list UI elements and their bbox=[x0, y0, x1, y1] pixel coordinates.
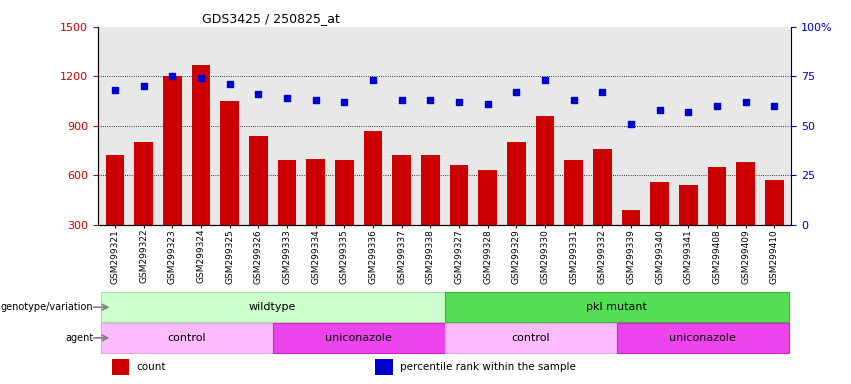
Bar bbox=[507, 142, 526, 274]
Text: uniconazole: uniconazole bbox=[325, 333, 392, 343]
Bar bbox=[163, 76, 182, 274]
Bar bbox=[444, 293, 789, 322]
Point bbox=[768, 103, 781, 109]
Point bbox=[596, 89, 609, 95]
Bar bbox=[191, 65, 210, 274]
Bar bbox=[621, 210, 640, 274]
Bar bbox=[736, 162, 755, 274]
Bar bbox=[375, 359, 392, 375]
Point bbox=[710, 103, 723, 109]
Bar bbox=[106, 156, 124, 274]
Bar bbox=[478, 170, 497, 274]
Bar bbox=[449, 166, 468, 274]
Text: uniconazole: uniconazole bbox=[669, 333, 736, 343]
Text: pkl mutant: pkl mutant bbox=[586, 302, 647, 312]
Point bbox=[194, 75, 208, 81]
Point bbox=[624, 121, 637, 127]
Text: control: control bbox=[168, 333, 206, 343]
Bar bbox=[535, 116, 554, 274]
Bar bbox=[593, 149, 612, 274]
Point bbox=[108, 87, 122, 93]
Text: control: control bbox=[511, 333, 550, 343]
Point bbox=[223, 81, 237, 87]
Text: genotype/variation: genotype/variation bbox=[1, 302, 94, 312]
Bar bbox=[277, 161, 296, 274]
Bar bbox=[100, 293, 444, 322]
Point bbox=[739, 99, 752, 105]
Point bbox=[309, 97, 323, 103]
Bar bbox=[392, 156, 411, 274]
Text: GDS3425 / 250825_at: GDS3425 / 250825_at bbox=[202, 12, 340, 25]
Bar bbox=[617, 323, 789, 353]
Point bbox=[252, 91, 266, 97]
Bar bbox=[249, 136, 268, 274]
Point bbox=[137, 83, 151, 89]
Bar bbox=[363, 131, 382, 274]
Point bbox=[280, 95, 294, 101]
Point bbox=[366, 77, 380, 83]
Bar bbox=[564, 161, 583, 274]
Point bbox=[166, 73, 180, 79]
Bar bbox=[679, 185, 698, 274]
Bar bbox=[220, 101, 239, 274]
Point bbox=[682, 109, 695, 115]
Point bbox=[452, 99, 465, 105]
Point bbox=[538, 77, 551, 83]
Bar bbox=[421, 156, 440, 274]
Point bbox=[395, 97, 408, 103]
Bar bbox=[444, 323, 617, 353]
Point bbox=[567, 97, 580, 103]
Bar bbox=[306, 159, 325, 274]
Bar bbox=[650, 182, 669, 274]
Point bbox=[481, 101, 494, 107]
Text: wildtype: wildtype bbox=[249, 302, 296, 312]
Point bbox=[424, 97, 437, 103]
Bar bbox=[707, 167, 726, 274]
Point bbox=[653, 107, 666, 113]
Bar bbox=[111, 359, 129, 375]
Text: count: count bbox=[136, 362, 165, 372]
Bar bbox=[134, 142, 153, 274]
Text: agent: agent bbox=[66, 333, 94, 343]
Bar bbox=[100, 323, 272, 353]
Bar bbox=[335, 159, 354, 274]
Text: percentile rank within the sample: percentile rank within the sample bbox=[400, 362, 575, 372]
Point bbox=[510, 89, 523, 95]
Point bbox=[338, 99, 351, 105]
Bar bbox=[765, 180, 784, 274]
Bar bbox=[272, 323, 444, 353]
